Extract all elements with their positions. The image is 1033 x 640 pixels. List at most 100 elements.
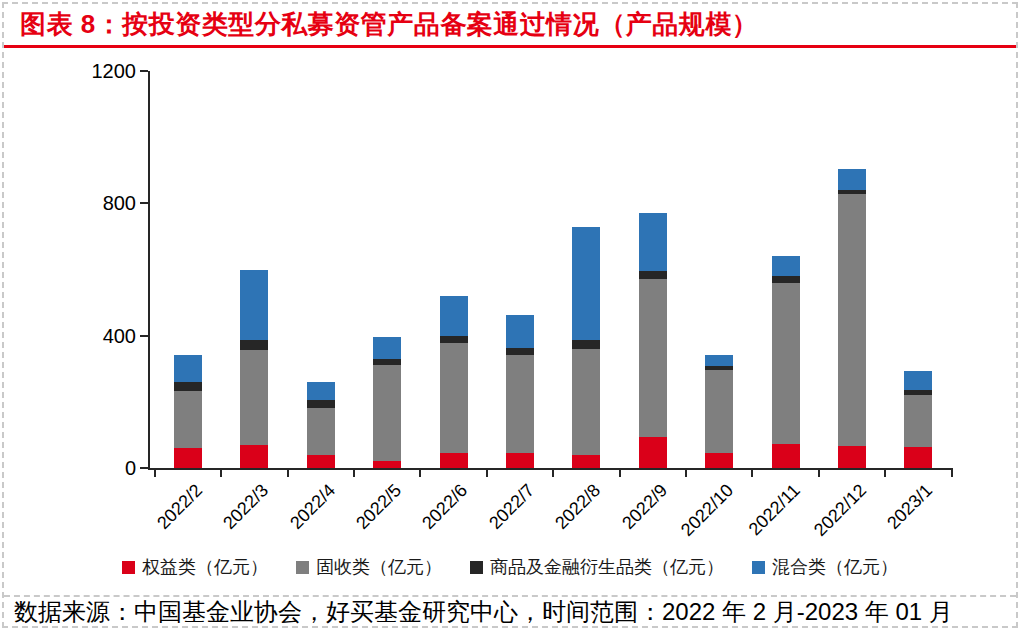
x-axis-line	[148, 468, 952, 470]
x-axis-tick	[552, 468, 554, 477]
bar-segment	[772, 283, 800, 444]
x-axis-category-label: 2022/10	[677, 480, 738, 541]
bar-segment	[572, 349, 600, 455]
bar-segment	[772, 256, 800, 276]
bar-segment	[904, 395, 932, 447]
x-axis-category-label: 2022/11	[744, 480, 804, 540]
y-axis-tick-label: 0	[58, 457, 136, 479]
bar-segment	[440, 453, 468, 468]
legend-label: 固收类（亿元）	[316, 555, 442, 579]
legend-swatch-icon	[752, 561, 765, 574]
bar-segment	[307, 400, 335, 408]
bar-segment	[705, 366, 733, 370]
bar-segment	[373, 337, 401, 359]
y-axis-tick-label: 400	[58, 325, 136, 347]
x-axis-category-label: 2022/9	[618, 480, 672, 534]
legend-swatch-icon	[122, 561, 135, 574]
bar-segment	[440, 296, 468, 336]
x-axis-tick	[154, 468, 156, 477]
x-axis-tick	[220, 468, 222, 477]
x-axis-tick	[685, 468, 687, 477]
bar-segment	[174, 355, 202, 382]
chart-legend: 权益类（亿元） 固收类（亿元） 商品及金融衍生品类（亿元） 混合类（亿元）	[4, 554, 1016, 580]
y-axis-tick-label: 800	[58, 192, 136, 214]
x-axis-tick	[419, 468, 421, 477]
bar-segment	[838, 190, 866, 194]
x-axis-tick	[884, 468, 886, 477]
bar-segment	[772, 444, 800, 468]
bar-segment	[240, 270, 268, 340]
x-axis-tick	[486, 468, 488, 477]
legend-item-2: 商品及金融衍生品类（亿元）	[470, 555, 724, 579]
bar-segment	[705, 355, 733, 366]
x-axis-category-label: 2022/3	[219, 480, 273, 534]
bar-segment	[240, 350, 268, 445]
x-axis-category-label: 2022/8	[551, 480, 605, 534]
y-axis-line	[148, 71, 150, 470]
bar-segment	[440, 343, 468, 453]
legend-label: 商品及金融衍生品类（亿元）	[490, 555, 724, 579]
bar-segment	[307, 455, 335, 468]
bar-segment	[506, 355, 534, 453]
x-axis-tick	[353, 468, 355, 477]
legend-item-1: 固收类（亿元）	[296, 555, 442, 579]
x-axis-category-label: 2022/6	[419, 480, 473, 534]
bar-segment	[838, 446, 866, 468]
bar-segment	[373, 359, 401, 365]
x-axis-category-label: 2022/12	[810, 480, 871, 541]
bar-segment	[772, 276, 800, 283]
bar-segment	[904, 371, 932, 390]
x-axis-category-label: 2022/7	[485, 480, 539, 534]
figure-header: 图表 8：按投资类型分私募资管产品备案通过情况（产品规模）	[4, 4, 1016, 48]
bar-segment	[506, 315, 534, 348]
bar-segment	[904, 447, 932, 468]
legend-item-3: 混合类（亿元）	[752, 555, 898, 579]
figure-footer: 数据来源：中国基金业协会，好买基金研究中心，时间范围：2022 年 2 月-20…	[4, 595, 1016, 626]
x-axis-tick	[287, 468, 289, 477]
bar-segment	[639, 437, 667, 468]
bar-segment	[639, 279, 667, 437]
chart-area: 权益类（亿元） 固收类（亿元） 商品及金融衍生品类（亿元） 混合类（亿元） 0 400 8…	[4, 48, 1016, 595]
y-axis-tick-label: 1200	[58, 60, 136, 82]
bar-segment	[838, 169, 866, 190]
y-axis-tick	[140, 335, 148, 337]
legend-label: 混合类（亿元）	[772, 555, 898, 579]
bar-segment	[174, 448, 202, 468]
x-axis-tick	[751, 468, 753, 477]
x-axis-category-label: 2022/5	[352, 480, 406, 534]
y-axis-tick	[140, 467, 148, 469]
bar-segment	[307, 382, 335, 400]
bar-segment	[174, 391, 202, 448]
figure-title: 图表 8：按投资类型分私募资管产品备案通过情况（产品规模）	[4, 7, 758, 42]
bar-segment	[904, 390, 932, 395]
x-axis-category-label: 2022/2	[153, 480, 207, 534]
x-axis-tick	[951, 468, 953, 477]
figure-card: 图表 8：按投资类型分私募资管产品备案通过情况（产品规模） 权益类（亿元） 固收类…	[2, 2, 1018, 628]
bar-segment	[440, 336, 468, 343]
bar-segment	[572, 455, 600, 468]
bar-segment	[639, 271, 667, 279]
x-axis-category-label: 2023/1	[883, 480, 937, 534]
bar-segment	[174, 382, 202, 391]
bar-segment	[572, 227, 600, 340]
y-axis-tick	[140, 202, 148, 204]
bar-segment	[307, 408, 335, 455]
source-note: 数据来源：中国基金业协会，好买基金研究中心，时间范围：2022 年 2 月-20…	[4, 596, 953, 628]
bar-segment	[373, 365, 401, 461]
legend-label: 权益类（亿元）	[142, 555, 268, 579]
y-axis-tick	[140, 70, 148, 72]
x-axis-tick	[619, 468, 621, 477]
legend-swatch-icon	[470, 561, 483, 574]
bar-segment	[240, 445, 268, 468]
x-axis-tick	[818, 468, 820, 477]
bar-segment	[838, 194, 866, 446]
bar-segment	[506, 453, 534, 468]
bar-segment	[639, 213, 667, 271]
bar-segment	[506, 348, 534, 355]
bar-segment	[240, 340, 268, 350]
legend-swatch-icon	[296, 561, 309, 574]
bar-segment	[705, 370, 733, 453]
bar-segment	[373, 461, 401, 468]
bar-segment	[572, 340, 600, 349]
x-axis-category-label: 2022/4	[286, 480, 340, 534]
